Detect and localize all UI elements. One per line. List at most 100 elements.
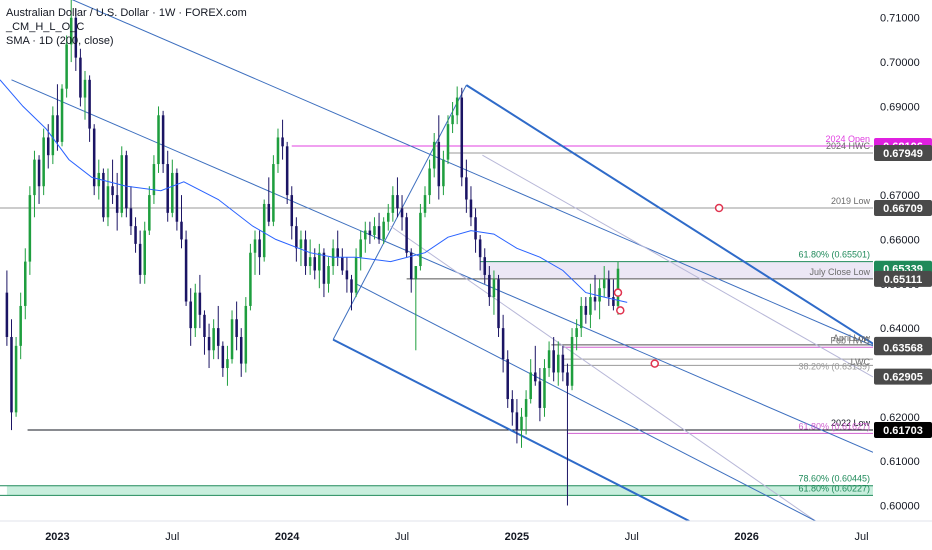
candle-body (432, 141, 436, 169)
trend-line-2 (465, 84, 873, 345)
candle-body (212, 328, 215, 351)
candle-body (152, 164, 156, 196)
candle-body (488, 274, 491, 298)
candle-body (556, 354, 560, 373)
candle-97 (451, 101, 454, 134)
candle-body (566, 372, 569, 386)
candle-125 (579, 297, 583, 337)
candle-103 (478, 235, 482, 271)
candle-65 (304, 230, 307, 275)
signal-marker-2 (616, 306, 625, 315)
candle-body (419, 212, 422, 267)
candle-body (295, 226, 298, 249)
candle-7 (37, 155, 41, 204)
candle-118 (547, 341, 551, 377)
candle-91 (423, 186, 427, 218)
candle-126 (584, 297, 588, 324)
candle-body (65, 44, 68, 89)
candle-body (267, 203, 271, 222)
candle-body (382, 221, 385, 240)
candle-body (148, 195, 151, 231)
candle-body (547, 350, 551, 369)
candle-75 (350, 274, 353, 311)
candle-13 (65, 35, 68, 98)
candle-body (308, 257, 312, 267)
candle-body (552, 350, 555, 373)
candle-122 (566, 363, 569, 506)
candle-113 (524, 390, 528, 435)
candle-body (538, 381, 542, 408)
candle-89 (414, 266, 418, 351)
price-label-bg (874, 368, 932, 385)
candle-27 (129, 186, 133, 236)
trend-line-5 (482, 154, 873, 378)
candle-109 (506, 350, 509, 408)
candle-105 (488, 266, 491, 306)
candle-102 (474, 208, 477, 253)
candle-body (92, 128, 96, 187)
zone-1 (6, 485, 873, 496)
candle-78 (364, 221, 367, 253)
candle-120 (556, 341, 560, 386)
candle-body (51, 115, 55, 156)
level-label-9: 2022 Low (831, 418, 871, 428)
level-label-2: 2019 Low (831, 196, 871, 206)
candle-33 (157, 106, 160, 173)
candle-body (602, 279, 606, 289)
candle-body (520, 416, 523, 431)
candle-129 (598, 279, 601, 320)
candle-body (46, 137, 50, 156)
candle-body (138, 243, 142, 275)
candle-108 (501, 314, 505, 373)
candle-body (239, 336, 243, 364)
candle-body (19, 305, 22, 346)
legend-title: Australian Dollar / U.S. Dollar · 1W · F… (6, 7, 247, 19)
candle-body (451, 115, 454, 125)
candle-body (14, 345, 18, 413)
candle-body (405, 217, 408, 253)
candle-body (483, 257, 487, 275)
candle-56 (262, 199, 266, 262)
price-label-bg (874, 270, 932, 287)
price-label-bg (874, 145, 932, 162)
candle-44 (207, 323, 211, 369)
candle-body (386, 212, 390, 222)
candle-12 (60, 84, 64, 147)
candle-32 (152, 155, 156, 204)
candle-body (501, 328, 505, 360)
candle-30 (143, 221, 146, 284)
candle-98 (455, 86, 459, 125)
candle-body (24, 261, 27, 306)
candle-body (299, 239, 303, 249)
candle-131 (607, 270, 611, 306)
y-tick-label-2: 0.69000 (880, 101, 920, 113)
candle-115 (534, 345, 537, 386)
candle-70 (327, 257, 330, 293)
candle-92 (428, 159, 431, 204)
candle-body (460, 97, 464, 178)
y-tick-label-1: 0.70000 (880, 57, 920, 69)
candle-body (60, 88, 64, 142)
level-label-10: 61.80% (0.61627) (798, 421, 870, 431)
price-label-7: 0.62905 (874, 368, 932, 385)
candle-body (10, 336, 13, 413)
candle-4 (24, 248, 27, 320)
level-label-12: 61.80% (0.60227) (798, 483, 870, 493)
y-tick-label-0: 0.71000 (880, 13, 920, 25)
candle-41 (194, 283, 197, 337)
candle-49 (230, 310, 234, 364)
candle-body (115, 195, 119, 213)
x-tick-label-2: 2024 (275, 531, 300, 543)
candle-body (327, 266, 330, 284)
candle-body (290, 195, 294, 227)
candle-body (69, 17, 73, 45)
price-label-text: 0.61703 (883, 425, 923, 437)
candle-24 (115, 172, 119, 231)
candle-body (336, 248, 339, 258)
candle-53 (249, 243, 252, 311)
candle-101 (469, 186, 473, 227)
candle-body (437, 141, 441, 187)
candle-body (157, 115, 160, 165)
candle-body (253, 239, 257, 253)
